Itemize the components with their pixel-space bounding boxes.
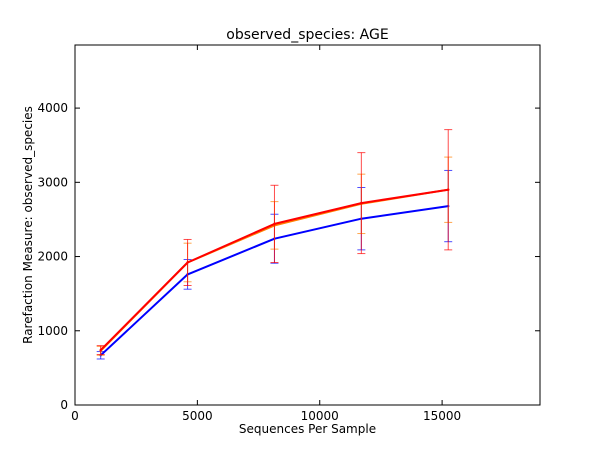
series-layer [96,129,453,360]
data-point [99,348,102,352]
axis-layer: 0 5000 10000 15000 0 1000 2000 3000 4000 [37,45,540,423]
x-tick-label: 5000 [182,409,213,423]
data-point [360,201,363,205]
y-tick-label: 0 [60,398,68,412]
x-tick-label: 10000 [301,409,339,423]
x-tick-label: 0 [71,409,79,423]
data-point [186,261,189,264]
plot-area [75,45,540,405]
y-axis-label: Rarefaction Measure: observed_species [21,106,35,344]
data-point [273,222,276,226]
series-3 [96,129,453,356]
chart-title: observed_species: AGE [226,27,388,43]
x-tick-label: 15000 [423,409,461,423]
y-tick-label: 3000 [37,175,68,189]
x-axis-label: Sequences Per Sample [239,422,376,436]
y-tick-label: 1000 [37,324,68,338]
y-tick-label: 4000 [37,101,68,115]
data-point [447,188,450,191]
y-tick-label: 2000 [37,250,68,264]
plot-frame [74,44,541,406]
